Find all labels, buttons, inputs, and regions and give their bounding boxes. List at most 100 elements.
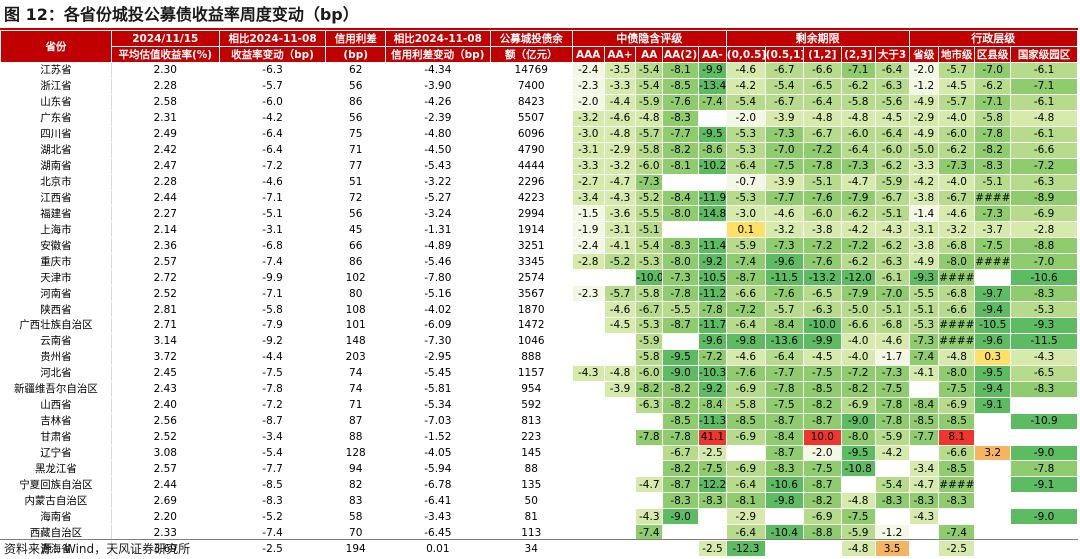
- grid-cell: -12.0: [840, 269, 876, 287]
- grid-cell: -7.5: [938, 380, 976, 398]
- grid-cell: -1.4: [908, 205, 940, 223]
- grid-cell: -11.7: [698, 317, 727, 334]
- grid-cell: -8.4: [662, 189, 700, 207]
- grid-cell: [603, 540, 637, 558]
- grid-cell: [974, 540, 1012, 558]
- grid-cell: -10.9: [1010, 412, 1078, 430]
- balance-cell: 3567: [489, 285, 573, 303]
- grid-cell: -9.5: [974, 364, 1012, 382]
- grid-cell: [603, 412, 637, 430]
- spread-change-cell: -4.34: [384, 62, 491, 79]
- grid-cell: [603, 476, 637, 494]
- grid-cell: -6.4: [802, 93, 842, 111]
- grid-cell: -6.4: [725, 524, 766, 542]
- grid-cell: -4.2: [725, 77, 766, 95]
- grid-cell: -4.3: [571, 364, 605, 382]
- grid-cell: -8.3: [1010, 285, 1078, 303]
- grid-cell: [802, 540, 842, 558]
- balance-cell: 1046: [489, 332, 573, 350]
- grid-cell: -1.9: [571, 221, 605, 239]
- grid-cell: [1010, 396, 1078, 414]
- balance-cell: 4790: [489, 141, 573, 159]
- grid-cell: -9.6: [764, 253, 804, 271]
- grid-cell: -6.9: [938, 396, 976, 414]
- table-row: 河北省 2.45 -7.5 74 -5.45 1157 -4.3 -4.8 -6.0 -9.0 -1…: [0, 364, 1078, 382]
- table-row: 黑龙江省 2.57 -7.7 94 -5.94 88 -8.2 -7.5 -6.9 -8.3 -7.…: [0, 460, 1078, 478]
- yield-change-cell: -5.4: [218, 444, 327, 462]
- grid-cell: -7.4: [698, 93, 727, 111]
- grid-cell: -7.3: [840, 157, 876, 175]
- grid-cell: -7.7: [908, 428, 940, 446]
- yield-cell: 2.40: [110, 396, 220, 414]
- spread-cell: 203: [325, 348, 386, 366]
- grid-cell: -6.7: [764, 62, 804, 79]
- grid-cell: -7.0: [764, 141, 804, 159]
- grid-cell: -6.8: [938, 237, 976, 255]
- grid-cell: -6.9: [725, 380, 766, 398]
- balance-cell: 813: [489, 412, 573, 430]
- grid-cell: -8.2: [662, 380, 700, 398]
- grid-cell: [662, 524, 700, 542]
- grid-cell: -6.1: [874, 269, 910, 287]
- balance-cell: 1914: [489, 221, 573, 239]
- grid-cell: -10.5: [974, 317, 1012, 334]
- grid-cell: -2.7: [571, 173, 605, 191]
- grid-cell: -4.6: [725, 62, 766, 79]
- grid-cell: -11.4: [698, 237, 727, 255]
- spread-cell: 58: [325, 508, 386, 526]
- grid-cell: -7.6: [662, 93, 700, 111]
- grid-cell: -7.8: [662, 285, 700, 303]
- spread-change-cell: -6.45: [384, 524, 491, 542]
- spread-change-cell: -4.89: [384, 237, 491, 255]
- yield-cell: 2.30: [110, 62, 220, 79]
- grid-cell: -8.1: [662, 157, 700, 175]
- grid-cell: -12.3: [725, 540, 766, 558]
- grid-cell: -7.1: [974, 93, 1012, 111]
- grid-cell: -7.5: [802, 364, 842, 382]
- spread-cell: 102: [325, 269, 386, 287]
- header-spread-chg-line2: 信用利差变动（bp): [384, 46, 491, 63]
- grid-cell: -6.9: [725, 428, 766, 446]
- header-balance-line1: 公募城投债余: [489, 30, 573, 47]
- table-row: 山西省 2.40 -7.2 71 -5.34 592 -6.3 -8.2 -8.4 -5.8 -7.…: [0, 396, 1078, 414]
- grid-cell: -10.0: [635, 269, 664, 287]
- grid-cell: [571, 492, 605, 510]
- grid-cell: -6.2: [974, 77, 1012, 95]
- grid-cell: -7.2: [725, 301, 766, 318]
- grid-cell: -8.6: [698, 141, 727, 159]
- header-sub-term-gt3: 大于3: [874, 46, 910, 63]
- grid-cell: -8.4: [764, 317, 804, 334]
- grid-cell: -9.8: [725, 332, 766, 350]
- grid-cell: -3.9: [764, 173, 804, 191]
- grid-cell: -8.5: [908, 412, 940, 430]
- grid-cell: [603, 428, 637, 446]
- grid-cell: -4.6: [725, 348, 766, 366]
- balance-cell: 34: [489, 540, 573, 558]
- header-sub-aaa: AAA: [571, 46, 605, 63]
- grid-cell: ####: [938, 476, 976, 494]
- grid-cell: -6.2: [840, 205, 876, 223]
- balance-cell: 4444: [489, 157, 573, 175]
- grid-cell: -6.0: [802, 205, 842, 223]
- grid-cell: -4.5: [874, 109, 910, 127]
- grid-cell: -9.3: [908, 269, 940, 287]
- grid-cell: -7.5: [764, 157, 804, 175]
- grid-cell: -8.5: [662, 77, 700, 95]
- yield-cell: 2.57: [110, 253, 220, 271]
- grid-cell: -1.2: [908, 77, 940, 95]
- grid-cell: -5.8: [974, 109, 1012, 127]
- grid-cell: -9.2: [698, 253, 727, 271]
- grid-cell: -4.7: [840, 173, 876, 191]
- grid-cell: [764, 508, 804, 526]
- grid-cell: -7.8: [974, 125, 1012, 143]
- grid-cell: -7.6: [725, 364, 766, 382]
- province-cell: 宁夏回族自治区: [0, 476, 112, 494]
- grid-cell: -7.7: [764, 189, 804, 207]
- yield-cell: 2.71: [110, 317, 220, 334]
- grid-cell: -7.9: [840, 189, 876, 207]
- balance-cell: 223: [489, 428, 573, 446]
- grid-cell: -4.7: [635, 476, 664, 494]
- grid-cell: -6.7: [938, 189, 976, 207]
- grid-cell: -5.2: [635, 189, 664, 207]
- grid-cell: -10.5: [698, 269, 727, 287]
